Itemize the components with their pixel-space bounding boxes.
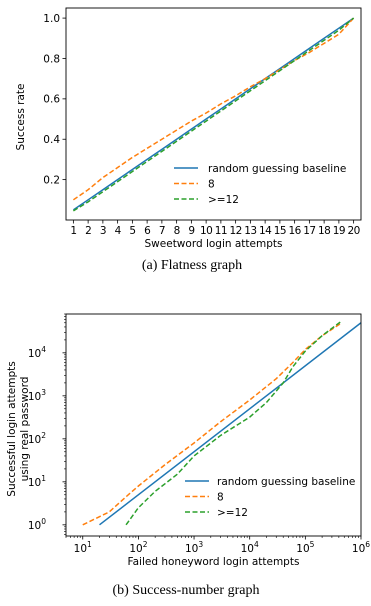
- legend-label-0: random guessing baseline: [208, 163, 346, 175]
- series-line-2: [72, 17, 355, 212]
- x-tick-label: 106: [352, 540, 370, 555]
- x-tick-label: 13: [244, 225, 256, 237]
- legend: random guessing baseline 8 >=12: [174, 163, 346, 206]
- series-line-2: [125, 320, 343, 526]
- plot-frame: [65, 7, 362, 221]
- legend-label-2: >=12: [217, 507, 248, 519]
- x-tick-label: 2: [85, 225, 91, 237]
- caption: (a) Flatness graph: [142, 258, 242, 273]
- x-tick-label: 10: [200, 225, 212, 237]
- y-tick-label: 104: [28, 345, 46, 360]
- x-tick-label: 9: [188, 225, 194, 237]
- y-axis-label-line-2: using real password: [19, 377, 31, 482]
- legend-label-2: >=12: [208, 194, 239, 206]
- x-tick-label: 20: [348, 225, 360, 237]
- legend-label-1: 8: [208, 178, 215, 190]
- series-line-1: [82, 322, 343, 526]
- x-tick-label: 105: [296, 540, 314, 555]
- y-tick-label: 102: [28, 431, 46, 446]
- x-tick-label: 12: [230, 225, 242, 237]
- x-tick-label: 5: [129, 225, 135, 237]
- y-tick-label: 100: [28, 517, 46, 532]
- y-tick-label: 0.6: [43, 94, 60, 106]
- y-tick-label: 101: [28, 474, 46, 489]
- x-tick-label: 17: [303, 225, 315, 237]
- x-tick-label: 102: [129, 540, 147, 555]
- x-tick-label: 19: [333, 225, 345, 237]
- x-tick-label: 18: [318, 225, 330, 237]
- success-number-chart: 101 102 103 104 105 106 100 101 102 103 104 Faile…: [6, 313, 370, 598]
- x-tick-label: 16: [289, 225, 302, 237]
- y-tick-label: 1.0: [43, 13, 60, 25]
- x-tick-label: 3: [100, 225, 106, 237]
- y-tick-label: 0.2: [43, 174, 60, 186]
- y-axis-label-line-1: Successful login attempts: [6, 361, 18, 496]
- x-tick-label: 14: [259, 225, 272, 237]
- series-line-0: [72, 17, 355, 211]
- y-axis-label: Success rate: [15, 84, 27, 151]
- x-tick-label: 4: [115, 225, 122, 237]
- plot-frame: [65, 313, 362, 537]
- y-tick-label: 0.8: [43, 53, 60, 65]
- series-line-1: [72, 17, 355, 201]
- x-tick-label: 104: [241, 540, 259, 555]
- x-tick-label: 6: [144, 225, 151, 237]
- legend: random guessing baseline 8 >=12: [185, 476, 355, 519]
- x-tick-label: 1: [70, 225, 76, 237]
- flatness-chart: 1 2 3 4 5 6 7 8 9 10 11 12 13 14 15 16 17 18 19 20 0.20.40.…: [15, 7, 362, 273]
- x-tick-label: 103: [185, 540, 203, 555]
- y-tick-label: 103: [28, 388, 46, 403]
- x-tick-label: 8: [174, 225, 180, 237]
- x-tick-label: 101: [74, 540, 92, 555]
- caption: (b) Success-number graph: [113, 583, 260, 598]
- y-tick-label: 0.4: [43, 134, 60, 146]
- x-axis-label: Failed honeyword login attempts: [128, 556, 300, 568]
- x-tick-label: 15: [274, 225, 286, 237]
- x-tick-label: 11: [215, 225, 227, 237]
- legend-label-1: 8: [217, 491, 224, 503]
- legend-label-0: random guessing baseline: [217, 476, 355, 488]
- x-tick-label: 7: [159, 225, 165, 237]
- x-axis-label: Sweetword login attempts: [145, 238, 283, 250]
- series-line-0: [99, 322, 362, 526]
